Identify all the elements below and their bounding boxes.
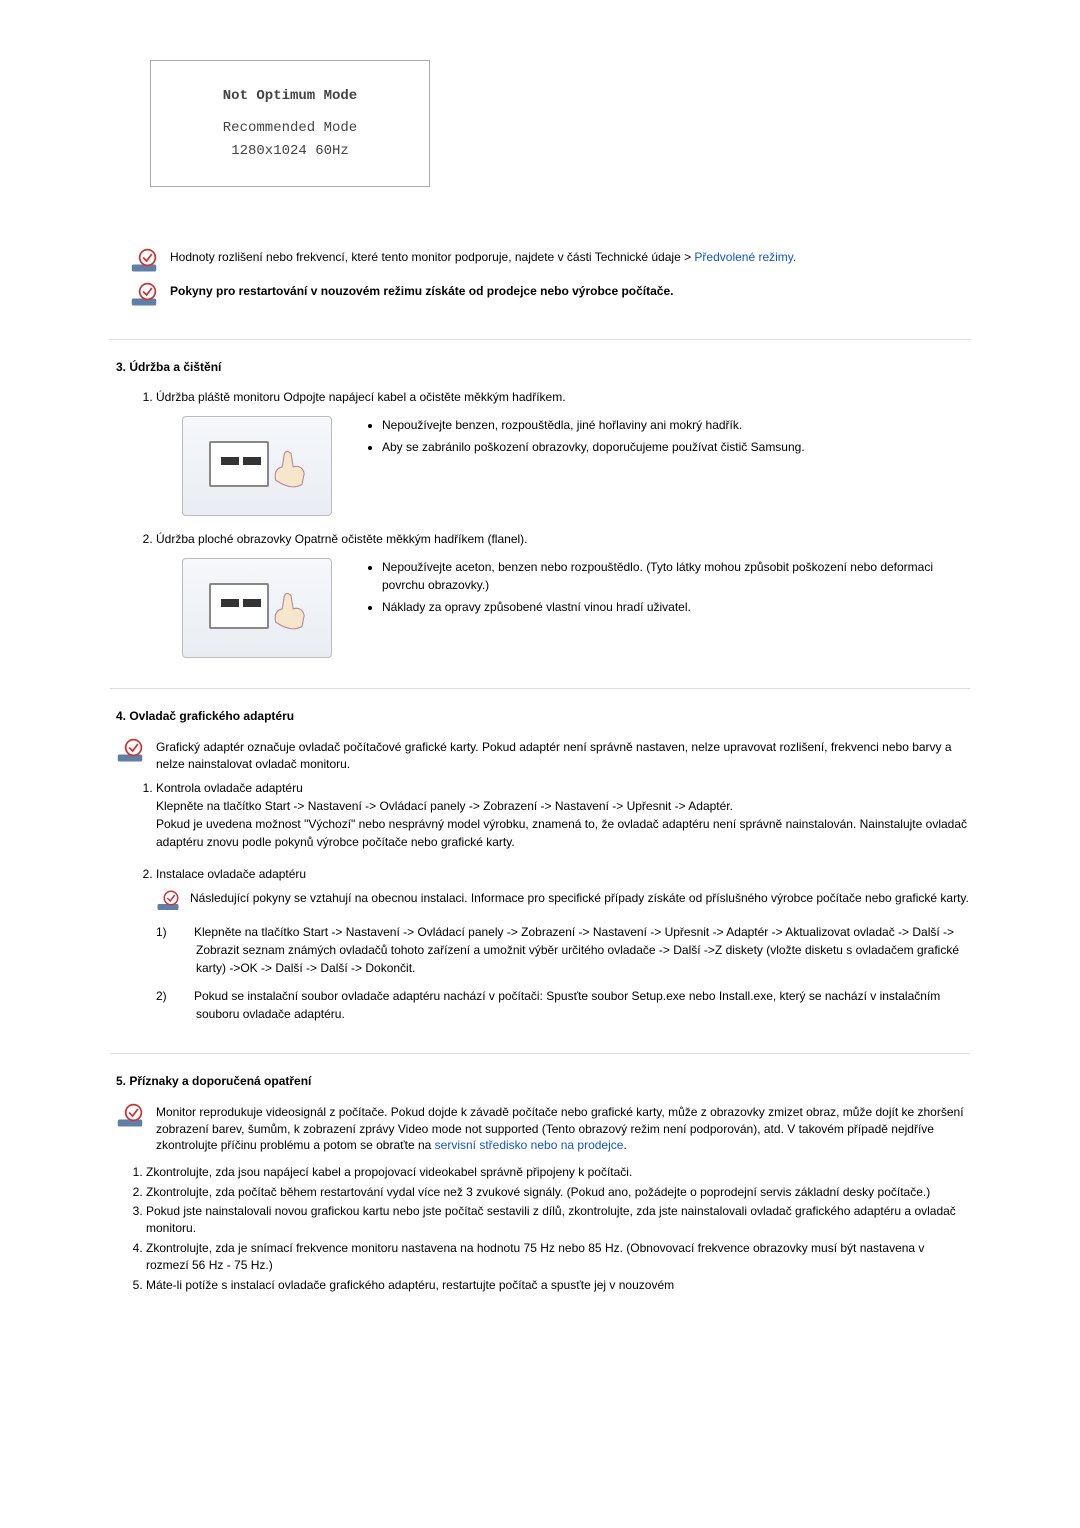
hand-icon — [269, 589, 313, 633]
section3-item2: Údržba ploché obrazovky Opatrně očistěte… — [156, 530, 970, 658]
divider — [110, 339, 970, 340]
info-icon — [116, 1102, 144, 1130]
section4-item2-title: Instalace ovladače adaptéru — [156, 867, 306, 881]
section3-item1-bullets: Nepoužívejte benzen, rozpouštědla, jiné … — [366, 416, 805, 460]
section3-item2-detail: Nepoužívejte aceton, benzen nebo rozpouš… — [182, 558, 970, 658]
list-item: Pokud jste nainstalovali novou grafickou… — [146, 1203, 970, 1238]
note-row-safemode: Pokyny pro restartování v nouzovém režim… — [130, 281, 970, 309]
info-icon — [116, 737, 144, 765]
osd-recommended-value: 1280x1024 60Hz — [161, 140, 419, 162]
section4-item1-title: Kontrola ovladače adaptéru — [156, 781, 303, 795]
note1-prefix: Hodnoty rozlišení nebo frekvencí, které … — [170, 250, 694, 264]
section3-title: 3. Údržba a čištění — [110, 360, 970, 374]
section4-item2-note: Následující pokyny se vztahují na obecno… — [190, 889, 969, 907]
step-text: Klepněte na tlačítko Start -> Nastavení … — [194, 925, 959, 975]
section4-intro: Grafický adaptér označuje ovladač počíta… — [156, 737, 970, 773]
list-item: 1)Klepněte na tlačítko Start -> Nastaven… — [176, 923, 970, 977]
list-item: 2)Pokud se instalační soubor ovladače ad… — [176, 987, 970, 1023]
note2-text: Pokyny pro restartování v nouzovém režim… — [170, 281, 970, 300]
info-icon — [156, 889, 180, 913]
monitor-cleaning-illustration — [182, 416, 332, 516]
section4-list: Kontrola ovladače adaptéru Klepněte na t… — [110, 779, 970, 1023]
service-center-link[interactable]: servisní středisko nebo na prodejce — [435, 1138, 624, 1152]
note-text: Hodnoty rozlišení nebo frekvencí, které … — [170, 247, 970, 266]
divider — [110, 688, 970, 689]
step-text: Pokud se instalační soubor ovladače adap… — [194, 989, 940, 1021]
section4-item2: Instalace ovladače adaptéru Následující … — [156, 865, 970, 1023]
preset-modes-link[interactable]: Předvolené režimy. — [694, 250, 796, 264]
list-item: Aby se zabránilo poškození obrazovky, do… — [382, 438, 805, 456]
section4-title: 4. Ovladač grafického adaptéru — [110, 709, 970, 723]
info-icon — [130, 281, 158, 309]
section4-item1: Kontrola ovladače adaptéru Klepněte na t… — [156, 779, 970, 851]
divider — [110, 1053, 970, 1054]
list-item: Zkontrolujte, zda je snímací frekvence m… — [146, 1240, 970, 1275]
osd-title: Not Optimum Mode — [161, 85, 419, 107]
section3-list: Údržba pláště monitoru Odpojte napájecí … — [110, 388, 970, 658]
osd-display-box: Not Optimum Mode Recommended Mode 1280x1… — [150, 60, 430, 187]
section4-item1-body2: Pokud je uvedena možnost "Výchozí" nebo … — [156, 817, 967, 849]
section5-intro: Monitor reprodukuje videosignál z počíta… — [156, 1102, 970, 1154]
section4-intro-row: Grafický adaptér označuje ovladač počíta… — [116, 737, 970, 773]
note-row-resolution: Hodnoty rozlišení nebo frekvencí, které … — [130, 247, 970, 275]
section5-intro-suffix: . — [623, 1138, 626, 1152]
list-item: Zkontrolujte, zda jsou napájecí kabel a … — [146, 1164, 970, 1181]
list-item: Náklady za opravy způsobené vlastní vino… — [382, 598, 970, 616]
list-item: Máte-li potíže s instalací ovladače graf… — [146, 1277, 970, 1294]
list-item: Zkontrolujte, zda počítač během restarto… — [146, 1184, 970, 1201]
section4-item2-steps: 1)Klepněte na tlačítko Start -> Nastaven… — [156, 923, 970, 1023]
info-icon — [130, 247, 158, 275]
section5-intro-row: Monitor reprodukuje videosignál z počíta… — [116, 1102, 970, 1154]
section4-item2-note-row: Následující pokyny se vztahují na obecno… — [156, 889, 970, 913]
section5-list: Zkontrolujte, zda jsou napájecí kabel a … — [110, 1164, 970, 1294]
section4-item1-body1: Klepněte na tlačítko Start -> Nastavení … — [156, 799, 733, 813]
section3-item1-detail: Nepoužívejte benzen, rozpouštědla, jiné … — [182, 416, 970, 516]
monitor-cleaning-illustration — [182, 558, 332, 658]
section3-item2-text: Údržba ploché obrazovky Opatrně očistěte… — [156, 532, 528, 546]
hand-icon — [269, 447, 313, 491]
osd-recommended-label: Recommended Mode — [161, 117, 419, 139]
list-item: Nepoužívejte benzen, rozpouštědla, jiné … — [382, 416, 805, 434]
section3-item2-bullets: Nepoužívejte aceton, benzen nebo rozpouš… — [366, 558, 970, 620]
section3-item1: Údržba pláště monitoru Odpojte napájecí … — [156, 388, 970, 516]
section5-title: 5. Příznaky a doporučená opatření — [110, 1074, 970, 1088]
section3-item1-text: Údržba pláště monitoru Odpojte napájecí … — [156, 390, 566, 404]
list-item: Nepoužívejte aceton, benzen nebo rozpouš… — [382, 558, 970, 594]
